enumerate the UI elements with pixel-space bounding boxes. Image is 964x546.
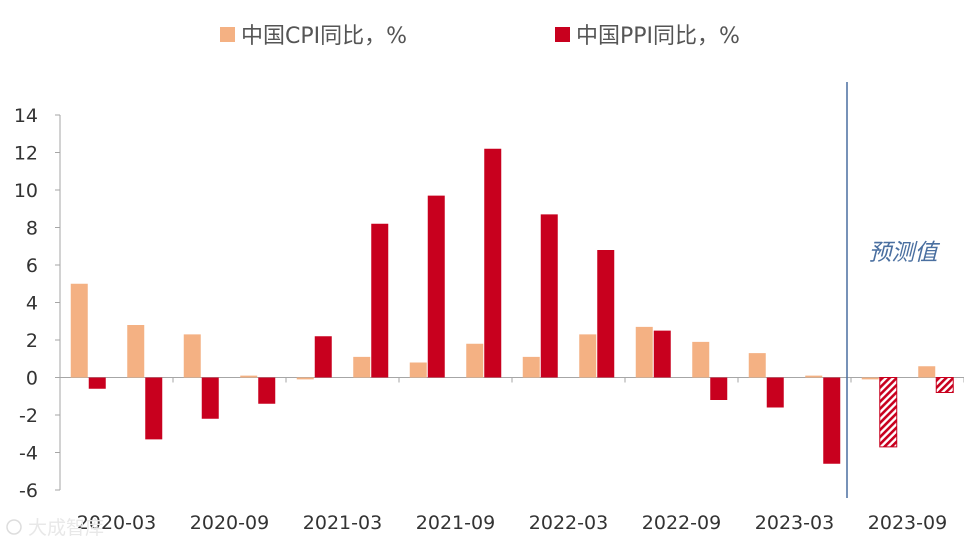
y-tick-label: 6 (26, 255, 38, 277)
cpi-bar-2023-12 (918, 366, 936, 378)
cpi-bar-2022-12 (692, 341, 710, 378)
ppi-bar-2021-06 (371, 223, 389, 378)
cpi-bar-2023-09 (861, 377, 879, 380)
ppi-bar-2020-09 (201, 377, 219, 419)
legend-swatch-cpi (220, 27, 235, 42)
y-tick-label: 8 (26, 218, 38, 240)
watermark-text: 大成智库 (28, 517, 104, 539)
x-tick-label: 2021-09 (416, 512, 495, 534)
cpi-bar-2022-09 (635, 326, 653, 378)
cpi-bar-2021-06 (353, 356, 371, 378)
ppi-bar-2020-06 (145, 377, 163, 440)
ppi-bar-2022-03 (540, 214, 558, 378)
cpi-bar-2022-03 (522, 356, 540, 378)
ppi-bar-2023-03 (766, 377, 784, 408)
cpi-bar-2021-09 (409, 362, 427, 378)
forecast-region: 预测值 (846, 82, 941, 498)
ppi-bar-2021-12 (484, 148, 502, 378)
watermark-logo: 大成智库 (6, 517, 104, 539)
y-tick-label: -2 (19, 405, 38, 427)
ppi-bar-2021-03 (314, 336, 332, 378)
cpi-bar-2022-06 (579, 334, 597, 378)
cpi-bar-2023-06 (805, 375, 823, 378)
legend-swatch-ppi (555, 27, 570, 42)
forecast-annotation: 预测值 (869, 240, 941, 266)
legend: 中国CPI同比，% 中国PPI同比，% (220, 24, 740, 49)
cpi-bar-2020-03 (70, 283, 88, 378)
x-tick-label: 2022-09 (642, 512, 721, 534)
cpi-bar-2020-12 (240, 375, 258, 378)
y-tick-label: -4 (19, 443, 38, 465)
x-tick-label: 2022-03 (529, 512, 608, 534)
y-tick-label: 12 (14, 143, 38, 165)
y-tick-label: 4 (26, 293, 38, 315)
cpi-bar-2020-09 (183, 334, 201, 378)
ppi-bar-2023-09 (879, 377, 898, 448)
x-tick-label: 2023-09 (868, 512, 947, 534)
y-tick-label: 14 (14, 105, 38, 127)
y-tick-label: 10 (14, 180, 38, 202)
watermark: 大成智库 (6, 517, 104, 539)
x-tick-label: 2021-03 (303, 512, 382, 534)
ppi-bar-2022-12 (710, 377, 728, 400)
y-tick-label: 2 (26, 330, 38, 352)
cpi-bar-2021-03 (296, 377, 314, 380)
ppi-bar-2022-09 (653, 330, 671, 378)
ppi-bar-2023-06 (823, 377, 841, 464)
x-tick-label: 2020-03 (77, 512, 156, 534)
y-tick-label: 0 (26, 368, 38, 390)
ppi-bar-2023-12 (935, 377, 954, 393)
legend-label-ppi: 中国PPI同比，% (576, 24, 740, 49)
ppi-bar-2020-12 (258, 377, 276, 404)
cpi-bar-2021-12 (466, 343, 484, 378)
bars (70, 148, 954, 464)
watermark-icon (6, 519, 22, 535)
ppi-bar-2020-03 (88, 377, 106, 389)
cpi-bar-2023-03 (748, 353, 766, 378)
y-tick-label: -6 (19, 480, 38, 502)
cpi-bar-2020-06 (127, 325, 145, 378)
x-tick-label: 2020-09 (190, 512, 269, 534)
ppi-bar-2021-09 (427, 195, 445, 378)
x-tick-label: 2023-03 (755, 512, 834, 534)
legend-label-cpi: 中国CPI同比，% (241, 24, 407, 49)
ppi-bar-2022-06 (597, 250, 615, 378)
